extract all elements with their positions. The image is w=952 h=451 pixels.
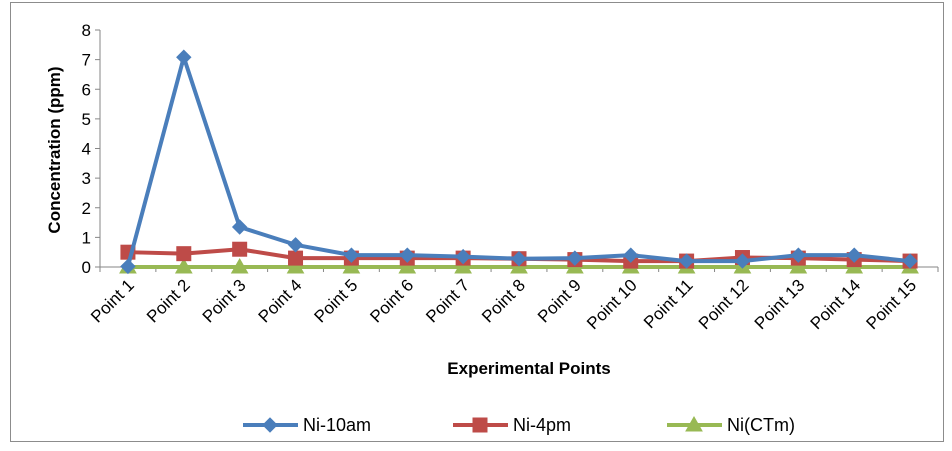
y-axis-ticks: 0 1 2 3 4 5 6 7 8	[82, 21, 100, 277]
x-axis-ticks: Point 1 Point 2 Point 3 Point 4 Point 5 Point…	[87, 267, 939, 334]
y-tick-label: 2	[82, 199, 91, 218]
legend-marker	[685, 415, 703, 432]
x-tick-label: Point 6	[366, 276, 417, 327]
data-point	[174, 257, 193, 274]
y-tick-label: 3	[82, 169, 91, 188]
data-point	[120, 258, 136, 275]
y-tick-label: 6	[82, 80, 91, 99]
series-line	[126, 55, 911, 267]
x-tick-label: Point 9	[534, 276, 585, 327]
chart-axes	[99, 30, 938, 268]
x-tick-label: Point 12	[695, 276, 753, 334]
data-point	[511, 250, 527, 267]
legend-label: Ni-10am	[303, 415, 371, 435]
data-point	[455, 248, 471, 265]
series-layer	[119, 49, 919, 275]
data-point	[176, 246, 192, 262]
series-Ni-10am	[120, 49, 918, 275]
data-point	[454, 257, 472, 274]
data-point	[734, 253, 751, 269]
y-axis-title: Concentration (ppm)	[45, 66, 64, 233]
data-point	[287, 237, 304, 253]
x-tick-label: Point 1	[87, 276, 138, 327]
y-tick-label: 0	[82, 258, 91, 277]
data-point	[232, 241, 248, 257]
legend-item: Ni-4pm	[453, 415, 571, 435]
x-tick-label: Point 3	[199, 276, 250, 327]
legend-label: Ni-4pm	[513, 415, 571, 435]
x-tick-label: Point 2	[143, 276, 194, 327]
data-point	[790, 247, 807, 263]
x-tick-label: Point 10	[583, 276, 641, 334]
data-point	[176, 49, 192, 65]
x-tick-label: Point 8	[478, 276, 529, 327]
x-tick-label: Point 14	[807, 276, 865, 334]
legend-item: Ni(CTm)	[667, 415, 795, 435]
x-tick-label: Point 13	[751, 276, 809, 334]
y-tick-label: 4	[82, 140, 91, 159]
data-point	[678, 253, 695, 269]
x-tick-label: Point 4	[255, 276, 306, 327]
legend-marker	[262, 417, 278, 433]
legend-label: Ni(CTm)	[727, 415, 795, 435]
data-point	[623, 247, 639, 263]
chart-frame	[10, 2, 944, 442]
legend: Ni-10am Ni-4pm Ni(CTm)	[243, 415, 795, 435]
y-tick-label: 5	[82, 110, 91, 129]
data-point	[288, 250, 304, 266]
x-tick-label: Point 5	[311, 276, 362, 327]
data-point	[399, 247, 415, 263]
x-tick-label: Point 7	[422, 276, 473, 327]
data-point	[398, 257, 417, 274]
data-point	[230, 257, 249, 274]
y-tick-label: 8	[82, 21, 91, 40]
data-point	[789, 257, 808, 274]
legend-item: Ni-10am	[243, 415, 371, 435]
data-point	[343, 247, 360, 263]
data-point	[567, 250, 583, 266]
x-tick-label: Point 15	[863, 276, 921, 334]
x-tick-label: Point 11	[640, 276, 697, 333]
x-axis-title: Experimental Points	[447, 359, 610, 378]
data-point	[286, 257, 305, 274]
data-point	[902, 253, 918, 269]
y-tick-label: 1	[82, 228, 91, 247]
data-point	[846, 247, 862, 263]
data-point	[342, 257, 361, 274]
data-point	[231, 219, 248, 235]
y-tick-label: 7	[82, 51, 91, 70]
legend-marker	[472, 417, 488, 433]
